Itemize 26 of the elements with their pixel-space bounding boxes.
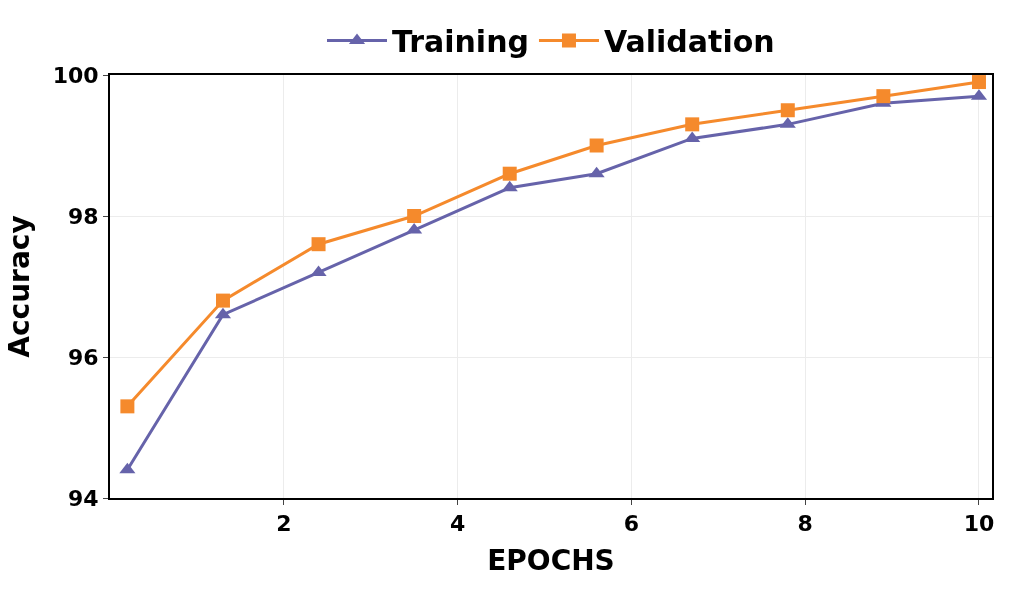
x-tick-label: 8 [797,511,813,537]
point [120,399,135,414]
x-tick-label: 2 [276,511,292,537]
point [119,462,136,474]
y-tick-label: 96 [67,344,99,370]
point [215,293,230,308]
y-tick-label: 100 [52,62,99,88]
x-tick-label: 4 [449,511,466,537]
point [780,103,795,118]
y-tick-label: 98 [67,203,99,229]
point [685,117,700,132]
point [588,166,605,178]
x-tick-label: 6 [623,511,640,537]
legend-label: Training [392,24,529,60]
y-tick-label: 94 [67,485,99,511]
x-axis-title: EPOCHS [487,544,615,577]
x-tick-label: 10 [963,511,995,537]
legend-label: Validation [603,24,775,60]
point [971,75,986,90]
point [589,138,604,153]
point [407,209,422,223]
point [876,89,891,104]
y-axis-title: Accuracy [2,215,36,358]
point [311,237,326,252]
point [502,166,517,181]
point [501,180,518,192]
